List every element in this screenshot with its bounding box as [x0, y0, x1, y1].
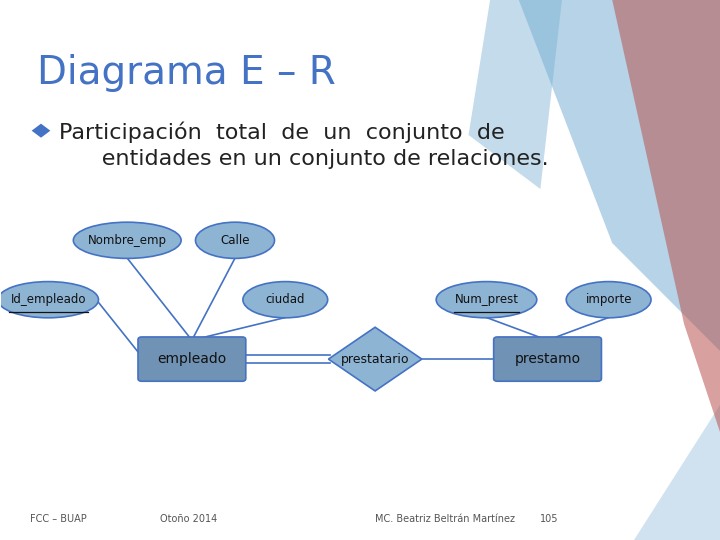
Ellipse shape [196, 222, 274, 258]
Text: Diagrama E – R: Diagrama E – R [37, 54, 336, 92]
Text: MC. Beatriz Beltrán Martínez: MC. Beatriz Beltrán Martínez [375, 514, 515, 524]
Text: ciudad: ciudad [266, 293, 305, 306]
Ellipse shape [73, 222, 181, 258]
Text: prestatario: prestatario [341, 353, 410, 366]
Text: empleado: empleado [157, 352, 227, 366]
Text: Otoño 2014: Otoño 2014 [160, 514, 217, 524]
Ellipse shape [0, 282, 99, 318]
Text: importe: importe [585, 293, 632, 306]
Text: Participación  total  de  un  conjunto  de
      entidades en un conjunto de rel: Participación total de un conjunto de en… [59, 122, 549, 170]
Text: prestamo: prestamo [515, 352, 580, 366]
Text: FCC – BUAP: FCC – BUAP [30, 514, 87, 524]
Ellipse shape [566, 282, 651, 318]
Ellipse shape [243, 282, 328, 318]
Polygon shape [519, 0, 720, 351]
Polygon shape [328, 327, 422, 391]
Polygon shape [612, 0, 720, 432]
Polygon shape [634, 405, 720, 540]
Text: Calle: Calle [220, 234, 250, 247]
Text: Id_empleado: Id_empleado [10, 293, 86, 306]
Polygon shape [469, 0, 562, 189]
Text: 105: 105 [541, 514, 559, 524]
Ellipse shape [436, 282, 537, 318]
FancyBboxPatch shape [138, 337, 246, 381]
Text: Nombre_emp: Nombre_emp [88, 234, 167, 247]
FancyBboxPatch shape [494, 337, 601, 381]
Text: Num_prest: Num_prest [454, 293, 518, 306]
Polygon shape [32, 124, 50, 138]
